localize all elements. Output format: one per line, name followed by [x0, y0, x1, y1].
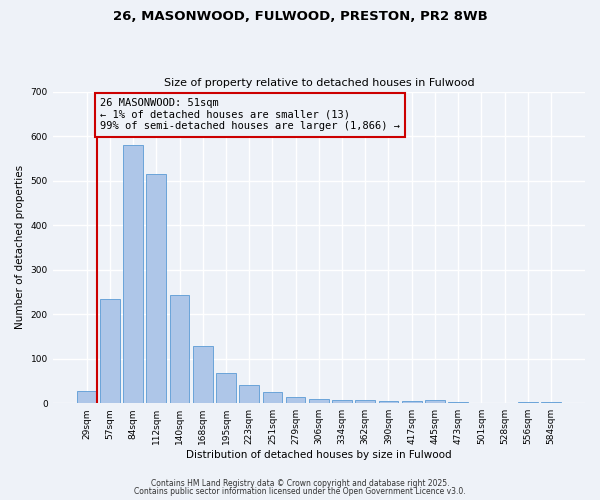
Text: 26 MASONWOOD: 51sqm
← 1% of detached houses are smaller (13)
99% of semi-detache: 26 MASONWOOD: 51sqm ← 1% of detached hou…: [100, 98, 400, 132]
Bar: [77, 390, 97, 403]
Bar: [123, 145, 143, 403]
X-axis label: Distribution of detached houses by size in Fulwood: Distribution of detached houses by size …: [186, 450, 452, 460]
Title: Size of property relative to detached houses in Fulwood: Size of property relative to detached ho…: [164, 78, 474, 88]
Bar: [286, 396, 305, 403]
Bar: [170, 295, 190, 403]
Bar: [193, 346, 212, 403]
Bar: [448, 402, 468, 403]
Bar: [332, 400, 352, 403]
Bar: [518, 402, 538, 403]
Bar: [379, 402, 398, 403]
Bar: [100, 298, 120, 403]
Bar: [309, 399, 329, 403]
Bar: [425, 400, 445, 403]
Bar: [402, 402, 422, 403]
Bar: [541, 402, 561, 403]
Text: 26, MASONWOOD, FULWOOD, PRESTON, PR2 8WB: 26, MASONWOOD, FULWOOD, PRESTON, PR2 8WB: [113, 10, 487, 23]
Bar: [355, 400, 375, 403]
Text: Contains HM Land Registry data © Crown copyright and database right 2025.: Contains HM Land Registry data © Crown c…: [151, 478, 449, 488]
Y-axis label: Number of detached properties: Number of detached properties: [15, 166, 25, 330]
Bar: [263, 392, 282, 403]
Text: Contains public sector information licensed under the Open Government Licence v3: Contains public sector information licen…: [134, 487, 466, 496]
Bar: [239, 386, 259, 403]
Bar: [216, 373, 236, 403]
Bar: [146, 174, 166, 403]
